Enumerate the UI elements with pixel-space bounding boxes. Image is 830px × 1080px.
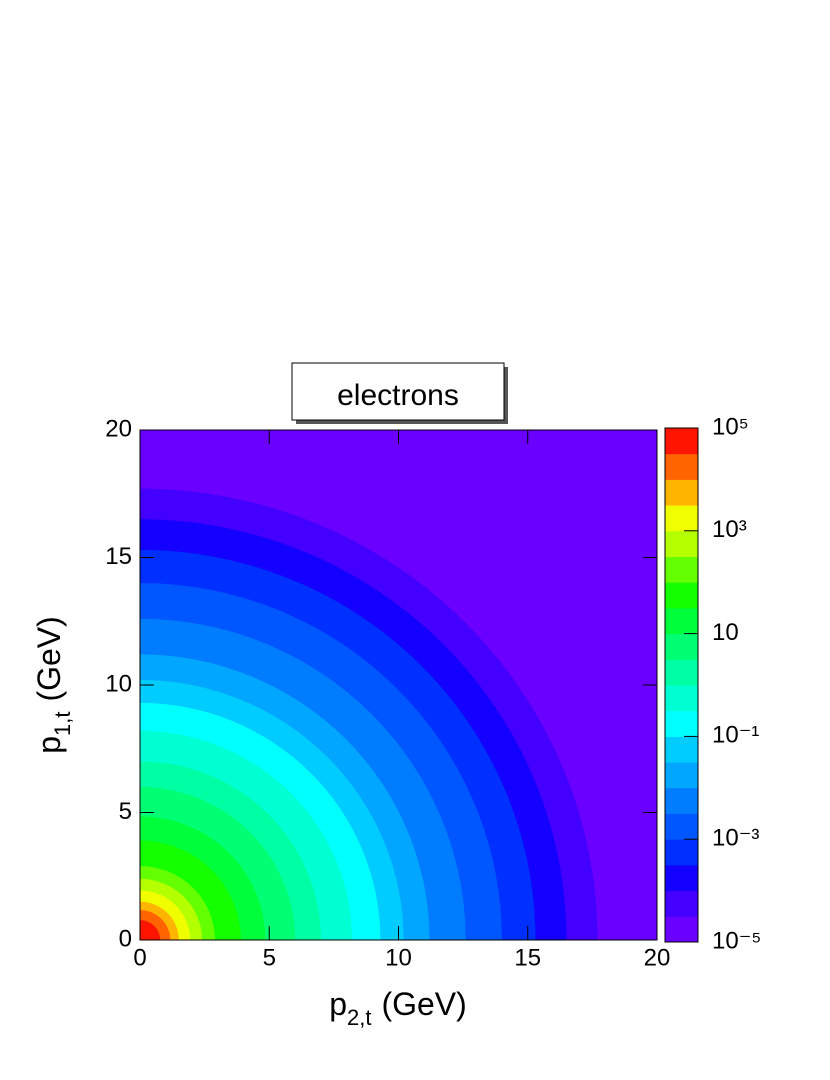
color-box: [665, 633, 698, 660]
title-box: [291, 362, 505, 421]
x-label-base: p: [329, 986, 347, 1022]
color-box: [665, 890, 698, 917]
x-tick-label: 5: [263, 944, 276, 971]
contour-band: [140, 920, 161, 940]
y-tick-label: 10: [105, 670, 132, 697]
y-tick-label: 5: [119, 798, 132, 825]
color-box: [665, 839, 698, 866]
color-box: [665, 813, 698, 840]
x-label-sub: 2,t: [347, 1005, 371, 1030]
x-label-unit: (GeV): [381, 986, 466, 1022]
y-tick-label: 0: [119, 925, 132, 952]
z-tick-label: 10⁵: [712, 413, 749, 440]
z-tick-label: 10: [712, 619, 739, 646]
color-bar-frame: [664, 427, 699, 943]
x-tick-label: 0: [133, 944, 146, 971]
z-tick-label: 10³: [712, 516, 747, 543]
plot-area: [140, 430, 657, 940]
color-box: [665, 787, 698, 814]
color-box: [665, 556, 698, 583]
z-tick-label: 10⁻³: [712, 825, 759, 852]
y-tick-label: 15: [105, 543, 132, 570]
color-box: [665, 762, 698, 789]
color-box: [665, 530, 698, 557]
color-box: [665, 607, 698, 635]
y-label-sub: 1,t: [50, 712, 75, 736]
x-tick-label: 15: [514, 944, 541, 971]
color-box: [665, 505, 698, 532]
color-box: [665, 479, 698, 506]
color-box: [665, 685, 698, 712]
color-box: [665, 710, 698, 737]
y-label-base: p: [31, 736, 67, 754]
y-axis-label: p1,t (GeV): [31, 616, 75, 754]
color-bar: 10⁻⁵ 10⁻³ 10⁻¹ 10 10³ 10⁵: [664, 413, 761, 954]
x-tick-label: 20: [644, 944, 671, 971]
z-tick-label: 10⁻¹: [712, 722, 759, 749]
x-tick-label: 10: [385, 944, 412, 971]
color-box: [665, 659, 698, 686]
chart-title: electrons: [337, 379, 459, 412]
color-box: [665, 428, 698, 455]
color-box: [665, 582, 698, 609]
z-tick-label: 10⁻⁵: [712, 927, 761, 954]
color-box: [665, 864, 698, 892]
y-label-unit: (GeV): [31, 616, 67, 701]
color-box: [665, 453, 698, 480]
color-box: [665, 736, 698, 763]
x-axis-label: p2,t (GeV): [329, 986, 467, 1030]
color-box: [665, 916, 698, 943]
y-tick-label: 20: [105, 415, 132, 442]
